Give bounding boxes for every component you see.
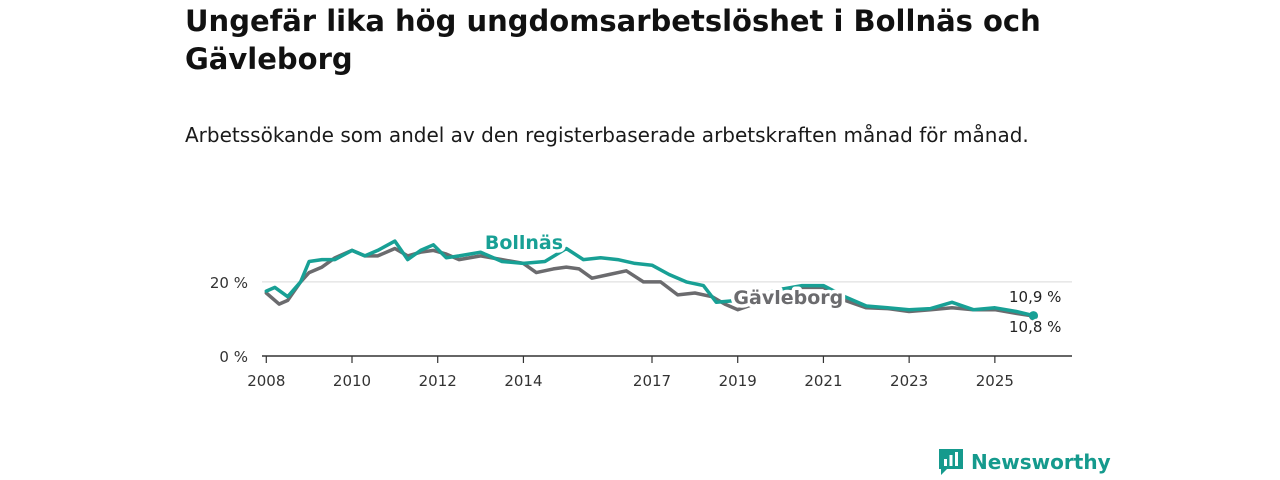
- newsworthy-logo-icon: [939, 449, 963, 475]
- line-chart: 0 % 20 % 2008 2010 2012 2014 2017 2019 2021 2023 2…: [209, 232, 1072, 390]
- x-tick-label: 2012: [419, 372, 457, 390]
- series-line-bollnas: [264, 239, 1036, 318]
- x-tick-label: 2021: [804, 372, 842, 390]
- x-tick-label: 2008: [247, 372, 285, 390]
- end-label-gavleborg: 10,8 %: [1009, 318, 1061, 336]
- series-label-gavleborg: Gävleborg: [733, 287, 843, 309]
- x-tick-label: 2014: [504, 372, 542, 390]
- end-label-bollnas: 10,9 %: [1009, 288, 1061, 306]
- series-label-bollnas: Bollnäs: [485, 232, 563, 254]
- chart-subtitle: Arbetssökande som andel av den registerb…: [185, 123, 1029, 147]
- newsworthy-logo-text: Newsworthy: [971, 450, 1111, 474]
- chart-title: Ungefär lika hög ungdomsarbetslöshet i B…: [185, 4, 1041, 76]
- y-tick-label: 0 %: [219, 348, 248, 366]
- end-point-bollnas: [1028, 311, 1038, 321]
- y-tick-label: 20 %: [210, 274, 248, 292]
- x-tick-label: 2017: [633, 372, 671, 390]
- newsworthy-logo: Newsworthy: [937, 447, 1111, 477]
- x-tick-label: 2010: [333, 372, 371, 390]
- x-tick-label: 2025: [976, 372, 1014, 390]
- x-tick-label: 2019: [719, 372, 757, 390]
- x-tick-label: 2023: [890, 372, 928, 390]
